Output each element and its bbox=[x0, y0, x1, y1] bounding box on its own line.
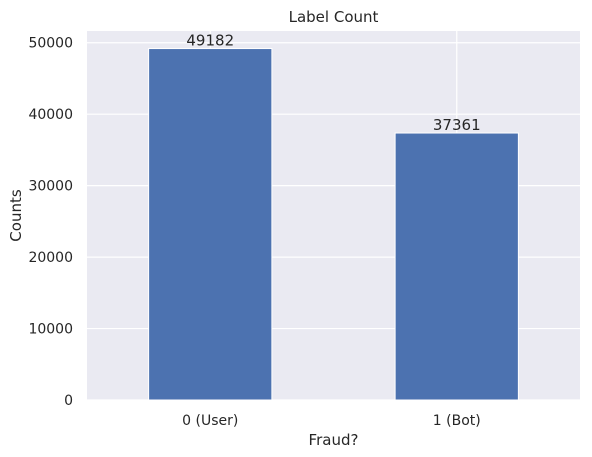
data-labels-group: 49182 37361 bbox=[186, 32, 480, 134]
y-tick-label: 40000 bbox=[28, 107, 73, 123]
bar-value-label: 49182 bbox=[186, 32, 234, 50]
y-tick-labels: 0 10000 20000 30000 40000 50000 bbox=[28, 36, 73, 409]
bar-value-label: 37361 bbox=[433, 116, 481, 134]
bar bbox=[148, 48, 273, 401]
y-tick-label: 20000 bbox=[28, 250, 73, 266]
bars-group bbox=[148, 48, 519, 401]
bar bbox=[394, 132, 519, 401]
x-tick-labels: 0 (User) 1 (Bot) bbox=[182, 413, 481, 429]
y-axis-title: Counts bbox=[7, 189, 25, 242]
y-tick-label: 0 bbox=[64, 393, 73, 409]
y-tick-label: 50000 bbox=[28, 36, 73, 52]
chart-title: Label Count bbox=[289, 8, 379, 26]
y-tick-label: 10000 bbox=[28, 322, 73, 338]
y-tick-label: 30000 bbox=[28, 179, 73, 195]
x-tick-label: 1 (Bot) bbox=[433, 413, 481, 429]
x-axis-title: Fraud? bbox=[309, 431, 359, 449]
x-tick-label: 0 (User) bbox=[182, 413, 238, 429]
